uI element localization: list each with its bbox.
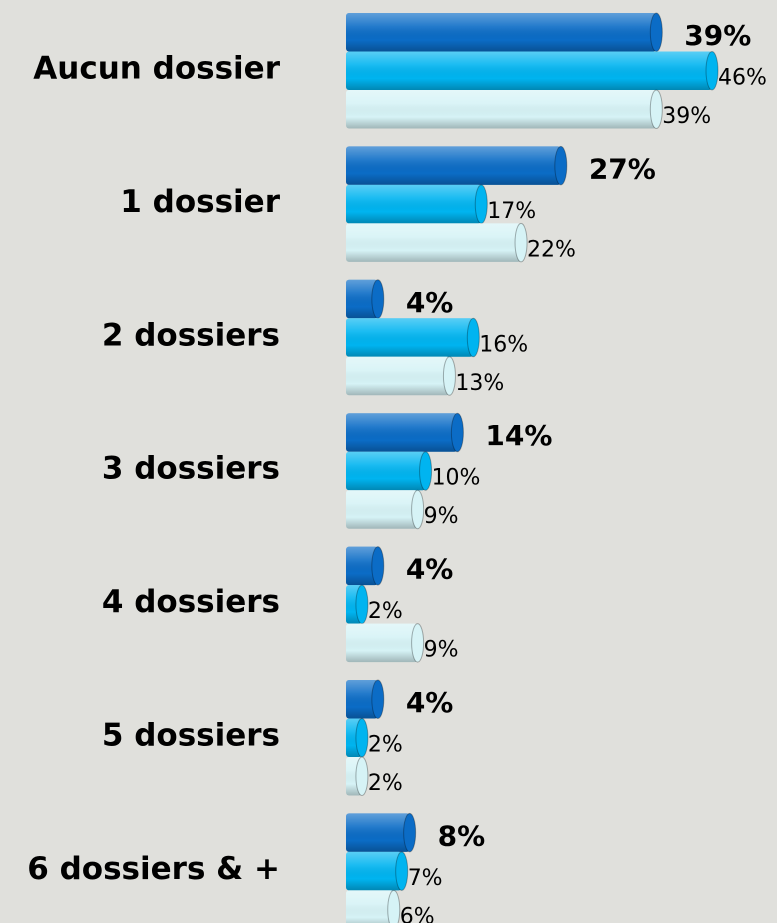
bar-shine bbox=[346, 451, 426, 491]
value-label: 4% bbox=[406, 553, 454, 586]
bar-cap bbox=[514, 222, 528, 263]
bar-shine bbox=[346, 851, 402, 891]
category-label: 5 dossiers bbox=[102, 718, 280, 754]
value-label: 22% bbox=[527, 237, 576, 262]
value-label: 8% bbox=[438, 819, 486, 852]
bar-cap bbox=[355, 718, 369, 758]
category-label: Aucun dossier bbox=[33, 51, 280, 87]
bar-cap bbox=[387, 889, 401, 923]
category-label: 2 dossiers bbox=[102, 317, 280, 353]
bar-cap bbox=[649, 89, 663, 129]
bar-shine bbox=[346, 356, 450, 396]
bar-cap bbox=[474, 184, 488, 224]
bar-shine bbox=[346, 223, 522, 262]
bar-shine bbox=[346, 623, 418, 663]
bar-cap bbox=[411, 623, 425, 663]
value-label: 7% bbox=[408, 866, 443, 891]
value-label: 46% bbox=[718, 66, 767, 91]
value-label: 27% bbox=[589, 152, 656, 185]
value-label: 2% bbox=[368, 733, 403, 758]
bar-cap bbox=[371, 546, 385, 586]
bar-shine bbox=[346, 813, 410, 852]
value-label: 2% bbox=[368, 771, 403, 796]
bar-cap bbox=[419, 451, 433, 491]
bar-shine bbox=[346, 146, 561, 185]
category-label: 4 dossiers bbox=[102, 584, 280, 620]
bar-cap bbox=[554, 145, 568, 186]
bar-cap bbox=[442, 356, 456, 396]
bar-shine bbox=[346, 279, 378, 319]
value-label: 6% bbox=[400, 904, 435, 923]
bar-shine bbox=[346, 890, 394, 923]
value-label: 14% bbox=[485, 419, 552, 452]
bar-shine bbox=[346, 318, 474, 357]
value-label: 9% bbox=[424, 504, 459, 529]
bar-cap bbox=[371, 679, 385, 719]
bar-cap bbox=[403, 812, 417, 853]
bar-shine bbox=[346, 13, 657, 52]
bar-shine bbox=[346, 490, 418, 529]
bar-cap bbox=[466, 317, 480, 358]
value-label: 16% bbox=[479, 332, 528, 357]
bar-cap bbox=[371, 279, 385, 319]
value-label: 17% bbox=[487, 199, 536, 224]
bar-cap bbox=[705, 51, 719, 91]
value-label: 9% bbox=[424, 638, 459, 663]
value-label: 4% bbox=[406, 286, 454, 319]
bar-cap bbox=[649, 12, 663, 52]
bar-shine bbox=[346, 546, 378, 586]
bar-shine bbox=[346, 90, 657, 129]
bar-shine bbox=[346, 680, 378, 719]
category-label: 1 dossier bbox=[120, 184, 280, 220]
value-label: 4% bbox=[406, 686, 454, 719]
value-label: 2% bbox=[368, 599, 403, 624]
category-label: 6 dossiers & + bbox=[27, 851, 280, 887]
value-label: 39% bbox=[662, 104, 711, 129]
value-label: 10% bbox=[432, 466, 481, 491]
bar-cap bbox=[355, 756, 369, 796]
category-label: 3 dossiers bbox=[102, 451, 280, 487]
bar-shine bbox=[346, 184, 482, 224]
value-label: 39% bbox=[684, 19, 751, 52]
bar-cap bbox=[395, 851, 409, 891]
bar-cap bbox=[411, 489, 425, 530]
bar-shine bbox=[346, 51, 712, 90]
bar-cap bbox=[450, 412, 464, 453]
value-label: 13% bbox=[455, 371, 504, 396]
bar-cap bbox=[355, 584, 369, 625]
bar-shine bbox=[346, 413, 458, 452]
